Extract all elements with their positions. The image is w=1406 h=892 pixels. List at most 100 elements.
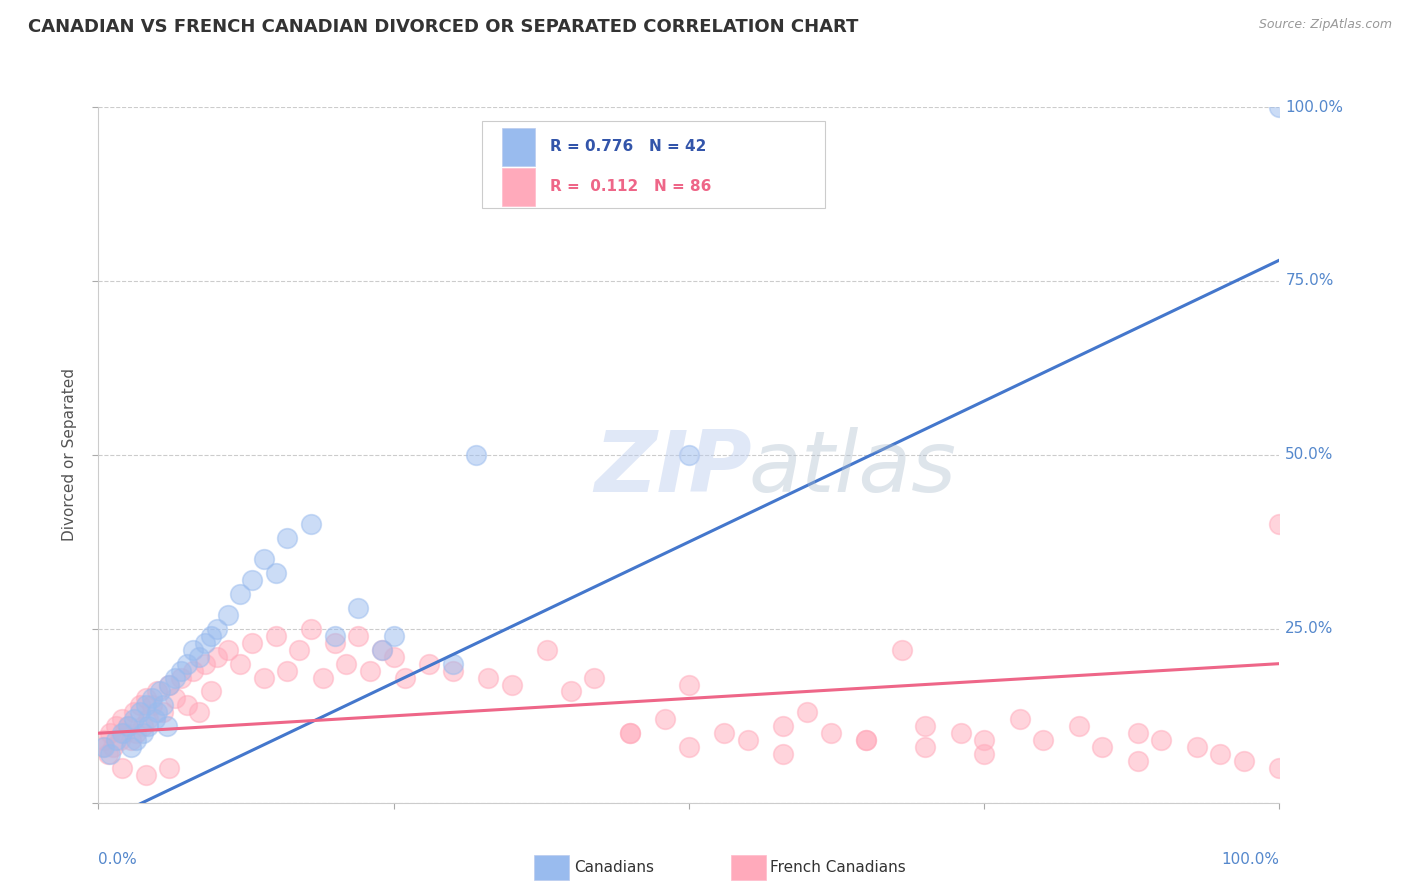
Point: [101, 740, 124, 755]
Point: [141, 698, 163, 713]
Y-axis label: Divorced or Separated: Divorced or Separated: [62, 368, 77, 541]
Point: [253, 671, 276, 685]
Point: [973, 747, 995, 761]
Point: [1209, 747, 1232, 761]
Point: [111, 726, 134, 740]
Point: [135, 698, 157, 713]
Point: [276, 532, 298, 546]
Point: [143, 712, 166, 726]
Point: [382, 629, 405, 643]
Point: [194, 636, 217, 650]
Text: 0.0%: 0.0%: [98, 852, 138, 866]
Point: [165, 671, 187, 685]
Point: [973, 733, 995, 747]
Point: [157, 677, 180, 691]
Point: [93, 740, 115, 755]
Point: [125, 726, 148, 740]
Point: [122, 706, 145, 720]
Text: French Canadians: French Canadians: [770, 861, 907, 875]
Text: Canadians: Canadians: [574, 861, 654, 875]
Point: [1185, 740, 1208, 755]
Point: [200, 684, 222, 698]
Point: [1233, 754, 1256, 768]
Point: [132, 719, 155, 733]
Point: [1268, 761, 1291, 775]
Point: [132, 726, 155, 740]
Point: [1268, 517, 1291, 532]
Point: [772, 747, 794, 761]
Text: 100.0%: 100.0%: [1285, 100, 1343, 114]
Point: [312, 671, 335, 685]
Text: 75.0%: 75.0%: [1285, 274, 1334, 288]
Point: [217, 607, 239, 622]
Point: [217, 642, 239, 657]
Text: 50.0%: 50.0%: [1285, 448, 1334, 462]
Point: [98, 747, 121, 761]
Text: 25.0%: 25.0%: [1285, 622, 1334, 636]
Point: [121, 740, 143, 755]
Point: [93, 733, 115, 747]
Bar: [502, 168, 536, 206]
Point: [146, 684, 169, 698]
Point: [347, 629, 370, 643]
Point: [536, 642, 558, 657]
Point: [152, 698, 174, 713]
Point: [105, 733, 128, 747]
Point: [1091, 740, 1114, 755]
Point: [501, 677, 523, 691]
Text: R =  0.112   N = 86: R = 0.112 N = 86: [550, 179, 711, 194]
Point: [1268, 100, 1291, 114]
Point: [264, 566, 287, 581]
Point: [176, 698, 198, 713]
Point: [97, 747, 120, 761]
Point: [347, 601, 370, 615]
Point: [187, 706, 209, 720]
Point: [229, 657, 252, 671]
Point: [465, 448, 488, 462]
Point: [583, 671, 606, 685]
Point: [105, 719, 128, 733]
Point: [122, 712, 145, 726]
Point: [299, 622, 322, 636]
Point: [117, 719, 139, 733]
Point: [654, 712, 676, 726]
Point: [117, 719, 139, 733]
Point: [796, 706, 818, 720]
Point: [181, 664, 204, 678]
Point: [135, 691, 157, 706]
Point: [205, 622, 228, 636]
FancyBboxPatch shape: [482, 121, 825, 208]
Point: [737, 733, 759, 747]
Point: [157, 677, 180, 691]
Point: [128, 706, 150, 720]
Point: [560, 684, 582, 698]
Text: ZIP: ZIP: [595, 427, 752, 510]
Point: [157, 761, 180, 775]
Point: [418, 657, 440, 671]
Point: [165, 691, 187, 706]
Point: [98, 726, 121, 740]
Point: [382, 649, 405, 664]
Point: [855, 733, 877, 747]
Point: [477, 671, 499, 685]
Point: [335, 657, 357, 671]
Point: [187, 649, 209, 664]
Point: [264, 629, 287, 643]
Point: [371, 642, 394, 657]
Point: [136, 712, 159, 726]
Point: [323, 629, 346, 643]
Point: [91, 740, 114, 755]
Point: [121, 733, 143, 747]
Point: [1067, 719, 1090, 733]
Point: [949, 726, 972, 740]
Point: [299, 517, 322, 532]
Point: [108, 733, 131, 747]
Point: [288, 642, 311, 657]
Point: [820, 726, 842, 740]
Point: [359, 664, 381, 678]
Text: atlas: atlas: [748, 427, 956, 510]
Point: [128, 698, 150, 713]
Point: [855, 733, 877, 747]
Point: [914, 740, 936, 755]
Point: [1126, 754, 1149, 768]
